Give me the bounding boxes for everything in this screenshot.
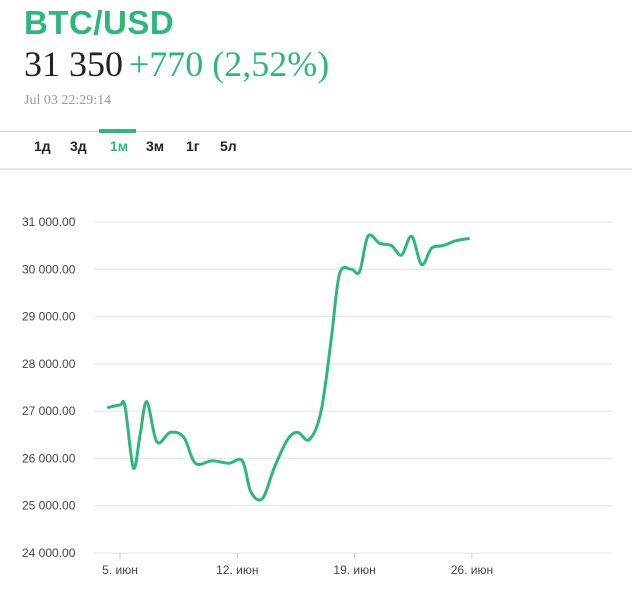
y-tick-label: 27 000.00 (22, 404, 76, 418)
x-tick-label: 26. июн (451, 563, 493, 577)
tab-1m[interactable]: 1м (110, 138, 129, 154)
x-tick-label: 12. июн (216, 563, 258, 577)
y-tick-label: 26 000.00 (22, 451, 76, 465)
y-tick-label: 25 000.00 (22, 499, 76, 513)
tab-3m[interactable]: 3м (146, 138, 165, 154)
x-tick-label: 19. июн (333, 563, 375, 577)
chart-separator (0, 168, 632, 170)
tab-5y[interactable]: 5л (220, 138, 237, 154)
price-series-line (106, 233, 470, 502)
current-price: 31 350 (24, 44, 123, 84)
price-change: +770 (2,52%) (129, 44, 330, 84)
tab-1y[interactable]: 1г (186, 138, 200, 154)
pair-title: BTC/USD (24, 4, 175, 41)
y-tick-label: 31 000.00 (22, 215, 76, 229)
active-tab-indicator (99, 129, 136, 133)
y-tick-label: 30 000.00 (22, 262, 76, 276)
x-tick-label: 5. июн (102, 563, 138, 577)
y-tick-label: 24 000.00 (22, 546, 76, 560)
y-tick-label: 29 000.00 (22, 310, 76, 324)
tab-3d[interactable]: 3д (70, 138, 87, 154)
y-tick-label: 28 000.00 (22, 357, 76, 371)
tabs-divider (0, 131, 632, 132)
price-row: 31 350 +770 (2,52%) (24, 44, 329, 84)
tab-1d[interactable]: 1д (34, 138, 51, 154)
timestamp: Jul 03 22:29:14 (24, 93, 112, 108)
